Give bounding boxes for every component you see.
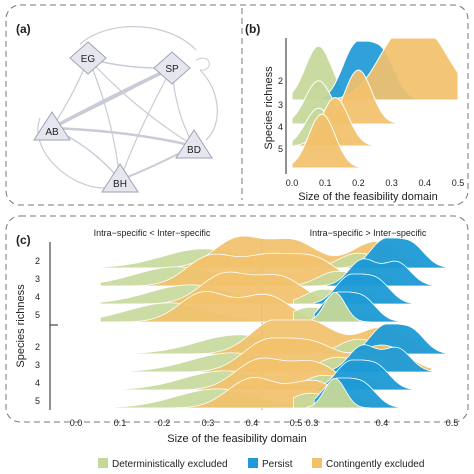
chart-c-row-label: 3	[35, 360, 40, 370]
chart-c: Intra−specific < Inter−specific Intra−sp…	[15, 228, 458, 445]
network-edge	[51, 67, 173, 129]
chart-c-row-label: 5	[35, 310, 40, 320]
facet-title-right: Intra−specific > Inter−specific	[310, 228, 427, 238]
ridge-c-right-det-peak	[306, 378, 370, 409]
network-node-bd	[175, 129, 213, 159]
ridge-b-row5-contingently_excluded	[291, 113, 370, 169]
chart-c-left-x-tick-label: 0.2	[158, 418, 171, 428]
chart-c-row-label: 4	[35, 292, 40, 302]
network-edge	[51, 126, 195, 148]
panel-b-label: (b)	[245, 22, 260, 36]
network-node-ab	[33, 111, 71, 141]
chart-c-left-x-tick-label: 0.4	[246, 418, 259, 428]
legend-swatch-contingently_excluded	[312, 458, 322, 468]
top-panel-frame	[5, 4, 469, 206]
network-edge	[37, 117, 109, 189]
bottom-panel-frame	[5, 215, 469, 423]
legend-swatch-deterministically_excluded	[98, 458, 108, 468]
network-edge	[79, 26, 197, 51]
network-node-label: EG	[81, 54, 96, 65]
chart-c-x-axis-label: Size of the feasibility domain	[167, 433, 306, 445]
chart-c-right-x-tick-label: 0.3	[306, 418, 319, 428]
chart-c-right-x-tick-label: 0.5	[446, 418, 459, 428]
network-self-loop	[195, 57, 210, 71]
network-node-label: AB	[45, 127, 59, 138]
chart-c-row-label: 2	[35, 342, 40, 352]
chart-b-y-axis-label: Species richness	[263, 66, 275, 150]
legend-label: Persist	[262, 459, 293, 470]
facet-title-left: Intra−specific < Inter−specific	[94, 228, 211, 238]
network-node-label: BH	[113, 179, 127, 190]
network-node-label: SP	[165, 64, 179, 75]
legend-swatch-persist	[248, 458, 258, 468]
network-node-sp	[153, 51, 191, 85]
chart-c-row-label: 5	[35, 396, 40, 406]
chart-c-left-x-tick-label: 0.1	[114, 418, 127, 428]
ridge-c-right-persist	[314, 237, 446, 269]
chart-b-x-tick-label: 0.0	[286, 178, 299, 188]
network-node-label: BD	[187, 145, 201, 156]
chart-b-x-tick-label: 0.5	[452, 178, 465, 188]
legend: Deterministically excluded Persist Conting…	[98, 458, 424, 470]
chart-b: 2 3 4 5 0.0 0.1 0.2 0.3 0.4 0.5 Size of the feas…	[263, 37, 465, 203]
network-edge	[199, 69, 218, 141]
network-node-eg	[69, 41, 107, 75]
food-web-network: EG SP AB BD BH	[33, 26, 218, 193]
legend-label: Contingently excluded	[326, 459, 424, 470]
network-edge	[87, 57, 121, 181]
chart-b-row-label: 2	[278, 76, 283, 86]
chart-b-x-tick-label: 0.4	[419, 178, 432, 188]
chart-c-left-x-tick-label: 0.5	[290, 418, 303, 428]
chart-c-row-label: 2	[35, 256, 40, 266]
ridge-c-right-det-peak	[306, 292, 370, 323]
chart-c-y-axis-label: Species richness	[15, 284, 27, 368]
chart-b-row-label: 5	[278, 144, 283, 154]
chart-c-row-label: 3	[35, 274, 40, 284]
panel-a-label: (a)	[16, 22, 31, 36]
panel-c-label: (c)	[16, 233, 31, 247]
network-edge	[119, 67, 173, 181]
chart-b-x-tick-label: 0.2	[352, 178, 365, 188]
chart-c-left-x-tick-label: 0.0	[70, 418, 83, 428]
chart-b-x-axis-label: Size of the feasibility domain	[298, 191, 437, 203]
chart-b-row-label: 3	[278, 100, 283, 110]
network-edge	[87, 57, 195, 147]
chart-b-x-tick-label: 0.3	[385, 178, 398, 188]
chart-c-left-x-tick-label: 0.3	[202, 418, 215, 428]
network-node-bh	[101, 163, 139, 193]
legend-label: Deterministically excluded	[112, 459, 228, 470]
chart-b-row-label: 4	[278, 122, 283, 132]
chart-b-x-tick-label: 0.1	[319, 178, 332, 188]
chart-c-row-label: 4	[35, 378, 40, 388]
chart-c-right-x-tick-label: 0.4	[376, 418, 389, 428]
network-edge	[87, 57, 121, 181]
